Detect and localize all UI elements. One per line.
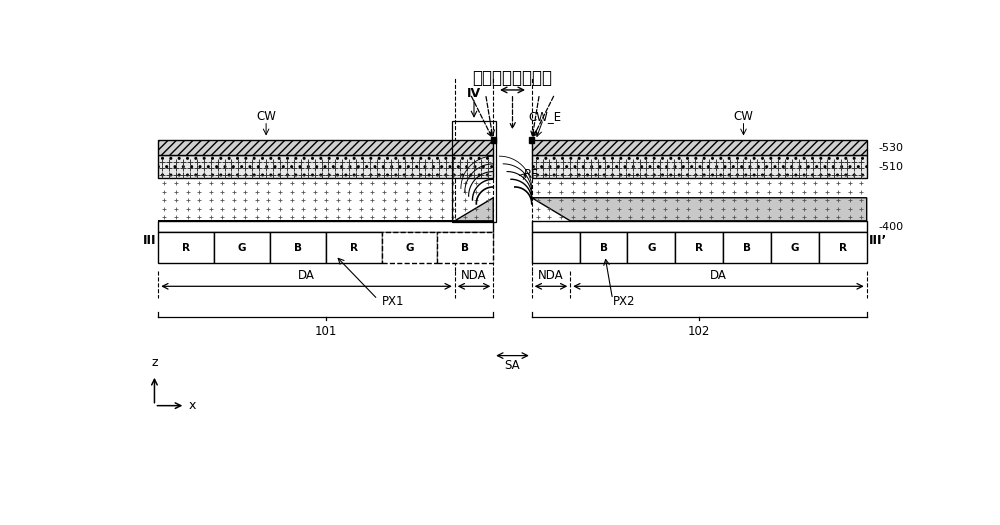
Bar bbox=[771, 233, 819, 263]
Text: CW_E: CW_E bbox=[528, 110, 561, 123]
Polygon shape bbox=[532, 198, 867, 221]
Text: SA: SA bbox=[505, 360, 520, 372]
Bar bbox=[158, 221, 493, 233]
Bar bbox=[491, 138, 496, 143]
Text: CW: CW bbox=[256, 110, 276, 123]
Bar bbox=[532, 155, 867, 179]
Text: 101: 101 bbox=[315, 325, 337, 338]
Text: -400: -400 bbox=[878, 222, 903, 232]
Text: B: B bbox=[600, 243, 608, 253]
Polygon shape bbox=[158, 198, 493, 221]
Text: G: G bbox=[647, 243, 656, 253]
Bar bbox=[437, 233, 493, 263]
Bar bbox=[158, 140, 493, 155]
Text: B: B bbox=[461, 243, 469, 253]
Bar bbox=[627, 233, 675, 263]
Text: NDA: NDA bbox=[538, 269, 564, 282]
Text: -530: -530 bbox=[878, 143, 903, 153]
Bar bbox=[382, 233, 437, 263]
Text: G: G bbox=[238, 243, 246, 253]
Text: DA: DA bbox=[298, 269, 315, 282]
Text: -510: -510 bbox=[878, 162, 903, 172]
Text: PX2: PX2 bbox=[613, 295, 635, 308]
Text: PX1: PX1 bbox=[382, 295, 404, 308]
Bar bbox=[819, 233, 867, 263]
Text: 接缝视觉识别区域: 接缝视觉识别区域 bbox=[473, 69, 552, 87]
Bar bbox=[270, 233, 326, 263]
Text: III’: III’ bbox=[869, 234, 887, 247]
Bar bbox=[675, 233, 723, 263]
Text: R: R bbox=[695, 243, 703, 253]
Bar bbox=[723, 233, 771, 263]
Text: RF: RF bbox=[524, 168, 539, 181]
Text: G: G bbox=[791, 243, 799, 253]
Text: G: G bbox=[405, 243, 414, 253]
Bar bbox=[532, 233, 580, 263]
Bar bbox=[532, 140, 867, 155]
Text: R: R bbox=[350, 243, 358, 253]
Text: z: z bbox=[151, 356, 158, 370]
Bar bbox=[158, 233, 214, 263]
Bar bbox=[529, 138, 534, 143]
Bar bbox=[580, 233, 627, 263]
Text: CW: CW bbox=[734, 110, 753, 123]
Text: B: B bbox=[294, 243, 302, 253]
Text: B: B bbox=[743, 243, 751, 253]
Text: R: R bbox=[839, 243, 847, 253]
Bar bbox=[532, 221, 867, 233]
Text: NDA: NDA bbox=[461, 269, 487, 282]
Text: x: x bbox=[189, 399, 196, 412]
Text: IV: IV bbox=[467, 87, 481, 100]
Bar bbox=[326, 233, 382, 263]
Text: DA: DA bbox=[710, 269, 727, 282]
Text: 102: 102 bbox=[688, 325, 710, 338]
Bar bbox=[452, 121, 496, 223]
Text: R: R bbox=[182, 243, 190, 253]
Bar bbox=[214, 233, 270, 263]
Bar bbox=[158, 155, 493, 179]
Text: III: III bbox=[142, 234, 156, 247]
